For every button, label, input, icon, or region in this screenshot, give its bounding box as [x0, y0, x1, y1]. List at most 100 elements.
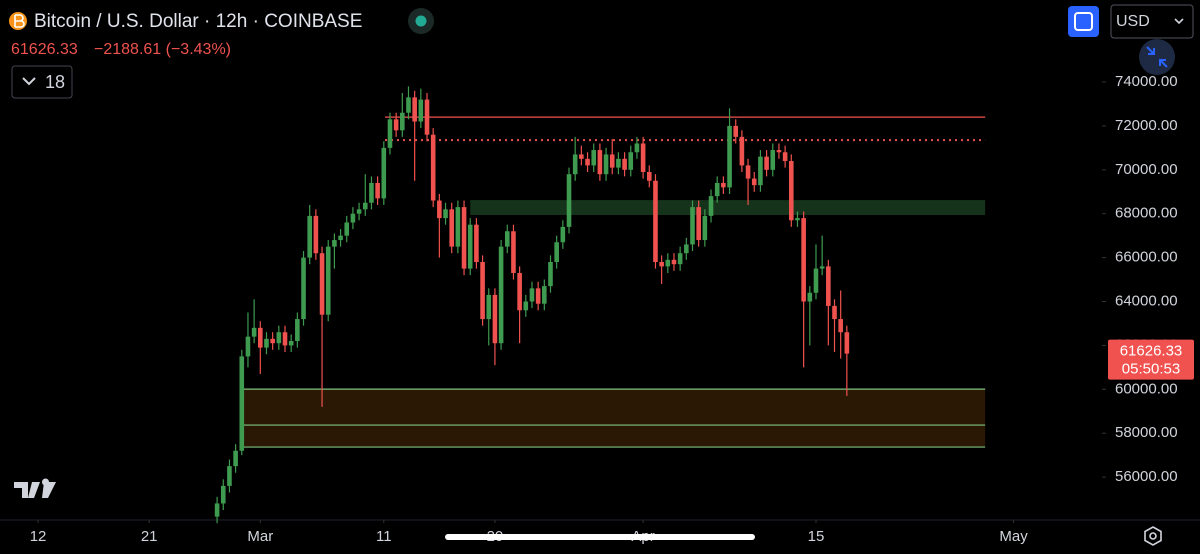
currency: USD	[1116, 13, 1150, 30]
y-tick-label: 70000.00	[1115, 161, 1178, 178]
candle-body	[671, 259, 677, 265]
fullscreen-button[interactable]	[1068, 6, 1099, 37]
candle-body	[319, 253, 325, 315]
candle-body	[634, 143, 640, 153]
candle-body	[659, 261, 664, 267]
candle-body	[307, 215, 312, 258]
candle-body	[504, 231, 510, 247]
candle-body	[776, 150, 782, 153]
candle-body	[795, 218, 800, 221]
x-tick-label: Mar	[247, 528, 273, 545]
candle-body	[276, 332, 282, 344]
candle-body	[400, 112, 405, 131]
candle-body	[387, 119, 393, 148]
candle-body	[375, 182, 380, 199]
settings-icon[interactable]	[1144, 526, 1162, 546]
chevron	[22, 77, 36, 86]
candle-body	[782, 152, 788, 162]
candle-body	[628, 152, 634, 170]
candle-body	[807, 292, 813, 302]
candle-body	[251, 327, 257, 337]
candle-body	[690, 207, 695, 245]
tv-logo	[14, 478, 49, 498]
x-tick-label: 12	[30, 528, 47, 545]
candle-body	[220, 485, 226, 504]
candle-body	[282, 332, 288, 346]
candle-body	[566, 174, 572, 227]
collapse-button[interactable]	[1139, 39, 1175, 75]
candle-body	[819, 266, 825, 269]
candle-body	[338, 235, 343, 241]
candle-body	[332, 240, 337, 247]
candle-body	[356, 209, 362, 214]
tv-logo-part	[42, 482, 56, 498]
x-tick-label: 21	[141, 528, 158, 545]
candle-body	[653, 180, 658, 262]
candle-body	[239, 356, 245, 451]
candle-body	[554, 242, 559, 262]
candle-body	[369, 182, 374, 203]
candle-body	[721, 182, 726, 188]
candle-body	[751, 178, 757, 186]
candle-body	[733, 125, 739, 137]
candle-body	[455, 207, 461, 247]
x-tick-label: May	[999, 528, 1028, 545]
price-tag-countdown: 05:50:53	[1122, 361, 1180, 378]
candle-body	[677, 253, 683, 265]
candle-body	[579, 154, 584, 159]
indicator-count: 18	[45, 72, 65, 92]
top-controls: USD	[1068, 4, 1194, 75]
candle-body	[764, 156, 769, 170]
settings-icon-center	[1149, 532, 1157, 540]
y-tick-label: 60000.00	[1115, 380, 1178, 397]
candle-body	[548, 261, 553, 287]
candle-body	[727, 125, 732, 188]
header: Bitcoin / U.S. Dollar · 12h · COINBASE 6…	[9, 8, 434, 99]
candle-body	[474, 224, 479, 262]
candle-body	[480, 261, 485, 320]
candle-body	[313, 215, 319, 254]
currency-select[interactable]	[1110, 4, 1194, 39]
last-price: 61626.33	[11, 41, 78, 58]
candle-body	[640, 143, 646, 173]
candle-body	[498, 246, 504, 344]
select-arrow	[1174, 18, 1184, 25]
candle-body	[362, 202, 368, 210]
indicator-toggle[interactable]	[11, 65, 73, 99]
candle-body	[227, 466, 232, 486]
candle-body	[418, 99, 424, 122]
y-tick-label: 58000.00	[1115, 424, 1178, 441]
coin-glyph	[14, 14, 25, 28]
candle-body	[838, 319, 843, 333]
candle-body	[381, 147, 387, 199]
plot: 56000.0058000.0060000.0062000.0064000.00…	[0, 73, 1200, 545]
y-tick-label: 66000.00	[1115, 249, 1178, 266]
candle-body	[714, 182, 720, 197]
candle-body	[542, 286, 547, 304]
candle-body	[535, 288, 541, 304]
candle-body	[344, 222, 350, 236]
candle-body	[597, 150, 603, 175]
candle-body	[826, 266, 831, 306]
y-tick-label: 74000.00	[1115, 73, 1178, 90]
candle-body	[467, 224, 473, 269]
candle-body	[449, 209, 455, 247]
candle-body	[702, 215, 708, 241]
candle-body	[325, 246, 331, 315]
price-change: −2188.61 (−3.43%)	[94, 41, 231, 58]
candle-body	[770, 150, 776, 170]
candle-body	[684, 244, 689, 254]
candle-body	[430, 134, 436, 201]
candle-body	[350, 213, 356, 223]
collapse-icon	[1146, 46, 1168, 68]
home-indicator	[445, 534, 755, 540]
y-tick-label: 72000.00	[1115, 117, 1178, 134]
candle-body	[813, 268, 819, 293]
candle-body	[844, 332, 850, 354]
candle-body	[788, 161, 794, 221]
settings[interactable]	[1144, 526, 1162, 546]
candle-body	[609, 154, 615, 168]
candle-body	[443, 209, 448, 219]
candle-body	[560, 226, 566, 243]
candle-body	[295, 319, 300, 342]
